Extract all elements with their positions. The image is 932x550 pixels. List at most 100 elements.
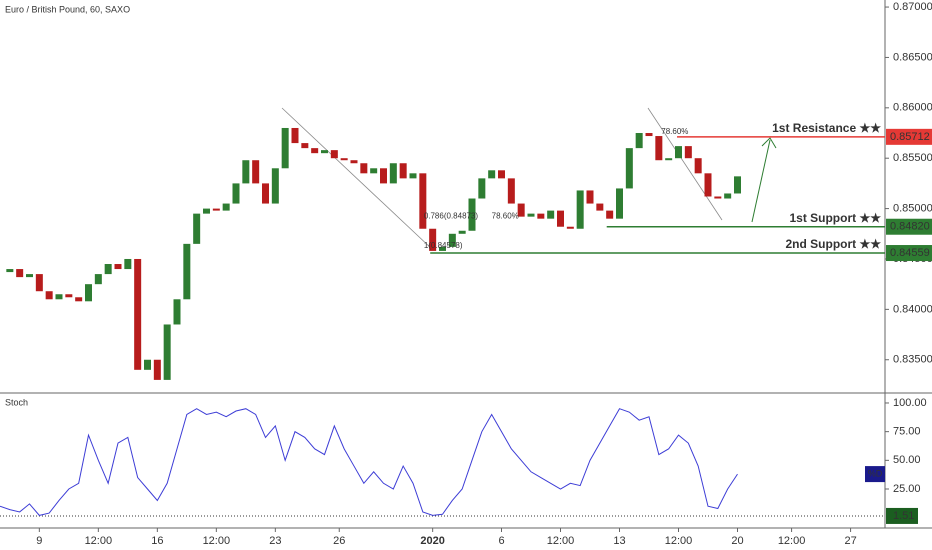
candle <box>566 226 574 229</box>
candle <box>271 168 279 204</box>
candle <box>370 168 378 174</box>
pattern-line <box>647 107 723 221</box>
fib-label: 78.60% <box>492 211 519 220</box>
candle <box>311 148 319 154</box>
level-value-box <box>886 245 932 262</box>
candle <box>724 193 732 199</box>
level-label: 2nd Support ★★ <box>785 237 881 251</box>
y-tick-label: 0.87000 <box>893 1 932 13</box>
candle <box>655 136 663 161</box>
candle <box>75 297 83 302</box>
level-value-label: 0.84820 <box>890 221 930 233</box>
candle <box>144 359 151 370</box>
y-tick-label: 0.86500 <box>893 51 932 63</box>
candle <box>606 210 614 219</box>
candle <box>537 213 545 219</box>
y-tick-label: 0.85000 <box>893 202 932 214</box>
candle <box>134 258 142 370</box>
candle <box>26 274 33 278</box>
candle <box>517 203 525 217</box>
candle <box>232 183 240 204</box>
candle <box>547 210 555 219</box>
x-tick-label: 27 <box>844 535 856 547</box>
candle <box>301 143 309 149</box>
candle <box>281 127 289 169</box>
candle <box>498 170 505 179</box>
candle <box>714 196 722 199</box>
candle <box>203 208 210 214</box>
candle <box>360 163 368 174</box>
projection-arrow <box>751 139 771 223</box>
y-tick-label: 50.00 <box>893 454 921 466</box>
candle <box>675 146 682 159</box>
level-label: 1st Resistance ★★ <box>772 121 881 135</box>
candle <box>173 299 181 325</box>
last-value-label: %D <box>868 468 883 478</box>
candle <box>704 173 712 197</box>
candle <box>507 178 515 204</box>
y-tick-label: 0.84000 <box>893 303 932 315</box>
candle <box>409 173 417 179</box>
candle <box>153 359 161 380</box>
candle <box>124 258 132 270</box>
y-tick-label: 0.83500 <box>893 354 932 366</box>
candle <box>576 190 584 229</box>
x-tick-label: 16 <box>151 535 163 547</box>
candle <box>65 294 73 298</box>
candle <box>35 274 43 292</box>
candle <box>16 269 24 278</box>
candle <box>330 150 338 159</box>
candle <box>439 246 446 251</box>
indicator-title: Stoch <box>5 397 28 407</box>
candle <box>183 243 191 300</box>
x-tick-label: 13 <box>613 535 625 547</box>
reference-label: 1.51 <box>893 510 914 522</box>
y-tick-label: 25.00 <box>893 483 921 495</box>
candle <box>262 183 269 204</box>
candle <box>252 160 260 184</box>
arrow-head <box>761 137 777 149</box>
y-tick-label: 0.85500 <box>893 152 932 164</box>
candle <box>45 291 53 300</box>
candle <box>468 198 476 231</box>
stoch-line <box>0 408 738 516</box>
x-tick-label: 23 <box>269 535 281 547</box>
candle <box>665 158 673 161</box>
y-tick-label: 100.00 <box>893 397 927 409</box>
candle <box>6 269 14 273</box>
x-tick-label: 12:00 <box>203 535 231 547</box>
fib-label: 78.60% <box>661 127 688 136</box>
candle <box>527 213 535 217</box>
candle <box>242 160 250 184</box>
candle <box>488 170 496 179</box>
candle <box>350 160 358 164</box>
candle <box>340 158 348 161</box>
candle <box>114 264 122 270</box>
candle <box>94 274 102 285</box>
candle <box>163 324 171 380</box>
candle <box>734 176 741 194</box>
candle <box>321 150 328 154</box>
candle <box>419 173 427 229</box>
candle <box>684 146 692 159</box>
candle <box>448 233 456 247</box>
chart-title: Euro / British Pound, 60, SAXO <box>5 4 130 14</box>
last-value-box <box>865 466 885 483</box>
candle <box>557 210 564 227</box>
candle <box>193 213 201 244</box>
x-tick-label: 9 <box>36 535 42 547</box>
reference-box <box>886 507 918 524</box>
candle <box>478 178 486 199</box>
candle <box>389 163 397 184</box>
level-label: 1st Support ★★ <box>789 211 881 225</box>
candle <box>104 264 112 275</box>
y-tick-label: 0.86000 <box>893 102 932 114</box>
fib-label: 1(0.84578) <box>424 241 463 250</box>
x-tick-label: 12:00 <box>665 535 693 547</box>
candle <box>85 284 92 302</box>
candle <box>586 190 594 204</box>
x-tick-label: 26 <box>333 535 345 547</box>
y-tick-label: 75.00 <box>893 426 921 438</box>
